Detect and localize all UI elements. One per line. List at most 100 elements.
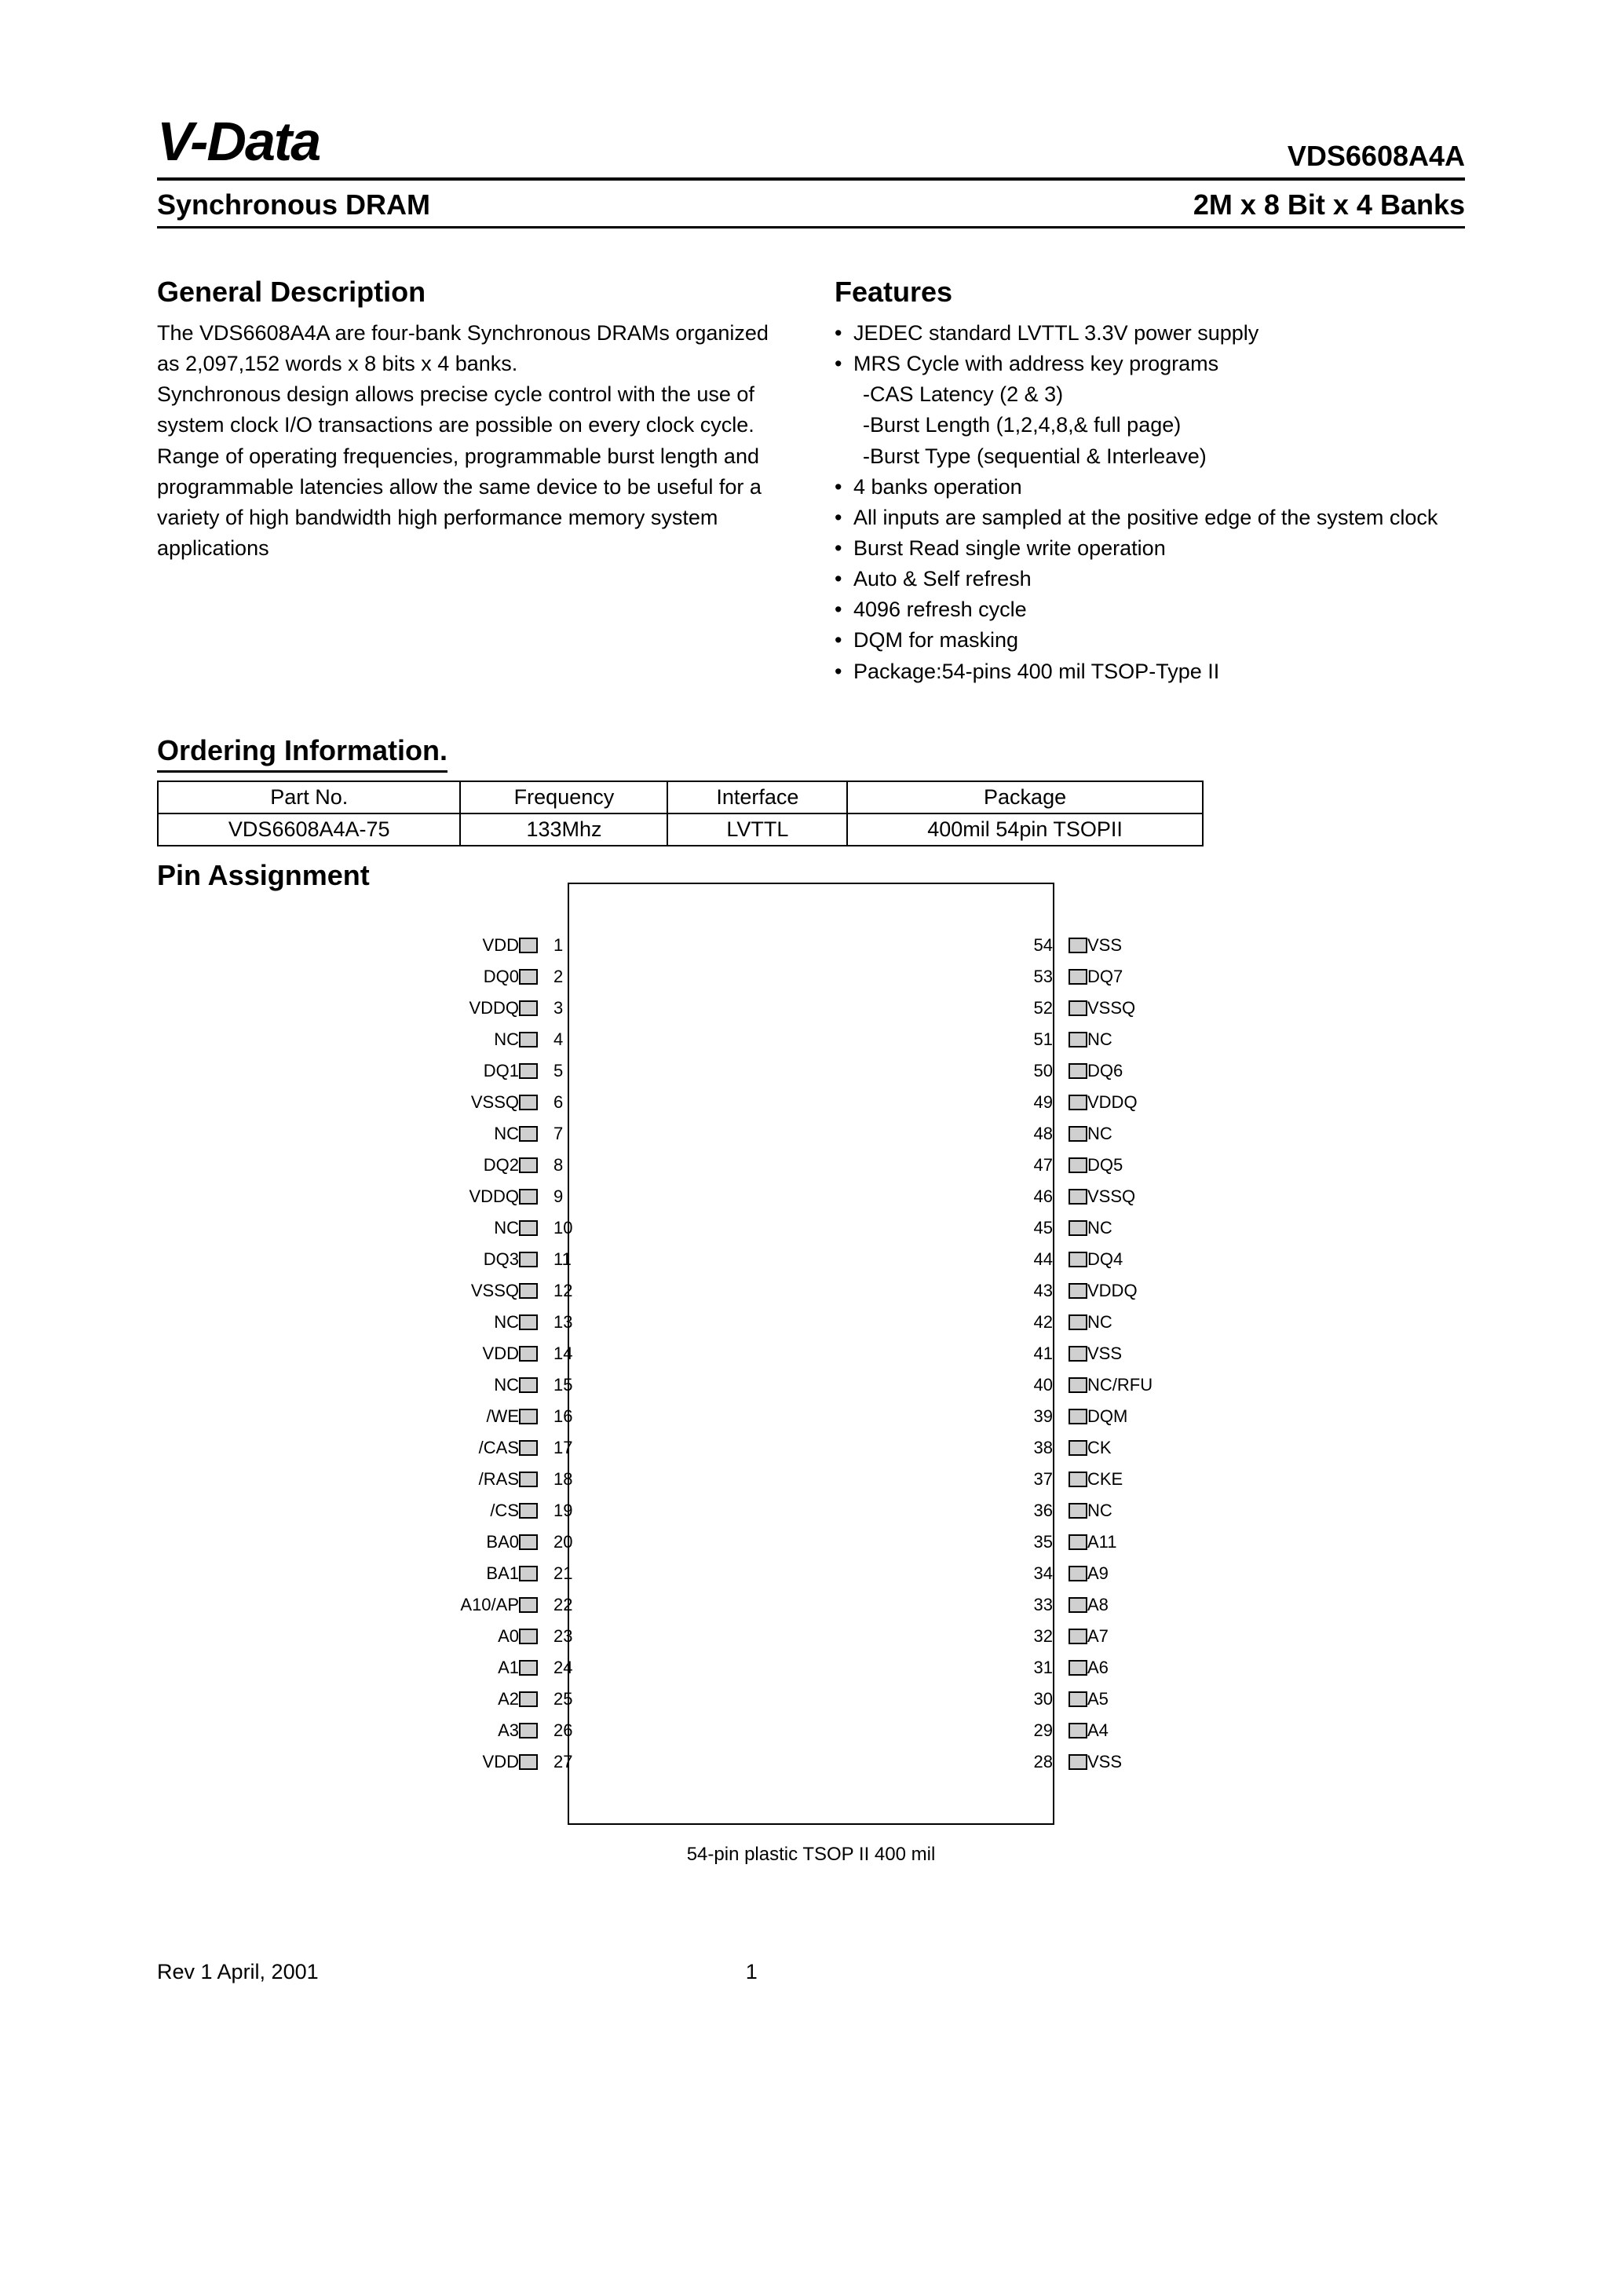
pin-row: VSSQ649VDDQ [569,1087,1053,1118]
pin-number-right: 36 [1021,1501,1069,1521]
pin-label-left: NC [444,1218,530,1238]
pin-label-left: /WE [444,1406,530,1427]
pin-label-right: A6 [1076,1658,1178,1678]
pin-pad-icon [519,1283,538,1299]
pin-number-left: 21 [538,1563,585,1584]
feature-item: MRS Cycle with address key programs [835,349,1465,379]
pin-number-right: 49 [1021,1092,1069,1113]
pin-pad-icon [519,1157,538,1173]
pin-row: VDD1441VSS [569,1338,1053,1369]
pin-label-right: NC/RFU [1076,1375,1178,1395]
pin-number-right: 54 [1021,935,1069,956]
pin-pad-icon [519,938,538,953]
subheader: Synchronous DRAM 2M x 8 Bit x 4 Banks [157,181,1465,229]
ordering-cell: 400mil 54pin TSOPII [847,813,1202,846]
pin-label-right: CK [1076,1438,1178,1458]
pin-row: A32629A4 [569,1715,1053,1746]
pin-label-right: VSSQ [1076,998,1178,1018]
pin-row: VSSQ1243VDDQ [569,1275,1053,1307]
pin-pad-icon [519,1126,538,1142]
pin-label-left: NC [444,1029,530,1050]
pin-pad-icon [519,1691,538,1707]
pin-number-right: 43 [1021,1281,1069,1301]
pin-number-left: 14 [538,1344,585,1364]
logo: V-Data [157,110,320,173]
pin-label-left: VDD [444,935,530,956]
feature-item: -CAS Latency (2 & 3) [835,379,1465,410]
pin-number-left: 17 [538,1438,585,1458]
ordering-title: Ordering Information. [157,734,448,773]
pin-number-right: 31 [1021,1658,1069,1678]
ordering-table: Part No.FrequencyInterfacePackage VDS660… [157,781,1204,846]
ordering-column-header: Interface [667,781,847,813]
pin-label-right: NC [1076,1218,1178,1238]
pin-row: /RAS1837CKE [569,1464,1053,1495]
pin-number-right: 30 [1021,1689,1069,1709]
pin-label-right: VSS [1076,935,1178,956]
pin-row: /WE1639DQM [569,1401,1053,1432]
pin-label-right: VDDQ [1076,1281,1178,1301]
pin-pad-icon [519,1566,538,1581]
pin-number-left: 12 [538,1281,585,1301]
pin-label-left: A0 [444,1626,530,1647]
pin-row: /CAS1738CK [569,1432,1053,1464]
ordering-column-header: Package [847,781,1202,813]
part-number: VDS6608A4A [1288,140,1465,173]
pin-label-right: VSS [1076,1752,1178,1772]
chip-body: VDD154VSSDQ0253DQ7VDDQ352VSSQNC451NCDQ15… [568,911,1054,1797]
pin-label-left: BA0 [444,1532,530,1552]
pin-number-left: 4 [538,1029,585,1050]
pin-label-left: A2 [444,1689,530,1709]
feature-item: Auto & Self refresh [835,564,1465,594]
subtitle-right: 2M x 8 Bit x 4 Banks [1193,188,1465,221]
pin-row: BA12134A9 [569,1558,1053,1589]
feature-item: All inputs are sampled at the positive e… [835,503,1465,533]
pin-row: /CS1936NC [569,1495,1053,1526]
pin-number-left: 7 [538,1124,585,1144]
pin-row: BA02035A11 [569,1526,1053,1558]
ordering-cell: 133Mhz [460,813,667,846]
pin-number-left: 6 [538,1092,585,1113]
feature-item: JEDEC standard LVTTL 3.3V power supply [835,318,1465,349]
pin-label-right: VSS [1076,1344,1178,1364]
pin-number-left: 9 [538,1186,585,1207]
pin-pad-icon [519,1534,538,1550]
pin-label-right: DQ4 [1076,1249,1178,1270]
pin-number-right: 53 [1021,967,1069,987]
pin-row: A22530A5 [569,1684,1053,1715]
pin-label-right: DQ6 [1076,1061,1178,1081]
pin-label-left: /CAS [444,1438,530,1458]
pin-number-left: 22 [538,1595,585,1615]
pin-number-right: 33 [1021,1595,1069,1615]
pin-number-right: 38 [1021,1438,1069,1458]
pin-label-right: CKE [1076,1469,1178,1490]
pin-number-right: 46 [1021,1186,1069,1207]
pin-pad-icon [519,1723,538,1738]
pin-number-right: 29 [1021,1720,1069,1741]
pin-number-left: 25 [538,1689,585,1709]
pin-label-left: /CS [444,1501,530,1521]
pin-pad-icon [519,1252,538,1267]
feature-item: -Burst Type (sequential & Interleave) [835,441,1465,472]
ordering-column-header: Part No. [158,781,460,813]
pin-number-left: 26 [538,1720,585,1741]
pin-label-left: DQ0 [444,967,530,987]
pin-label-left: VSSQ [444,1092,530,1113]
pin-number-left: 11 [538,1249,585,1270]
pin-label-left: VDDQ [444,1186,530,1207]
pin-label-left: VSSQ [444,1281,530,1301]
pin-label-left: A3 [444,1720,530,1741]
pin-pad-icon [519,1472,538,1487]
pin-number-right: 51 [1021,1029,1069,1050]
pin-pad-icon [519,969,538,985]
pin-row: NC1342NC [569,1307,1053,1338]
pin-label-left: BA1 [444,1563,530,1584]
pin-row: NC451NC [569,1024,1053,1055]
general-description-title: General Description [157,276,787,309]
pin-row: NC1540NC/RFU [569,1369,1053,1401]
pin-number-right: 35 [1021,1532,1069,1552]
pin-pad-icon [519,1095,538,1110]
pin-number-right: 37 [1021,1469,1069,1490]
ordering-cell: VDS6608A4A-75 [158,813,460,846]
description-paragraph: Synchronous design allows precise cycle … [157,379,787,441]
